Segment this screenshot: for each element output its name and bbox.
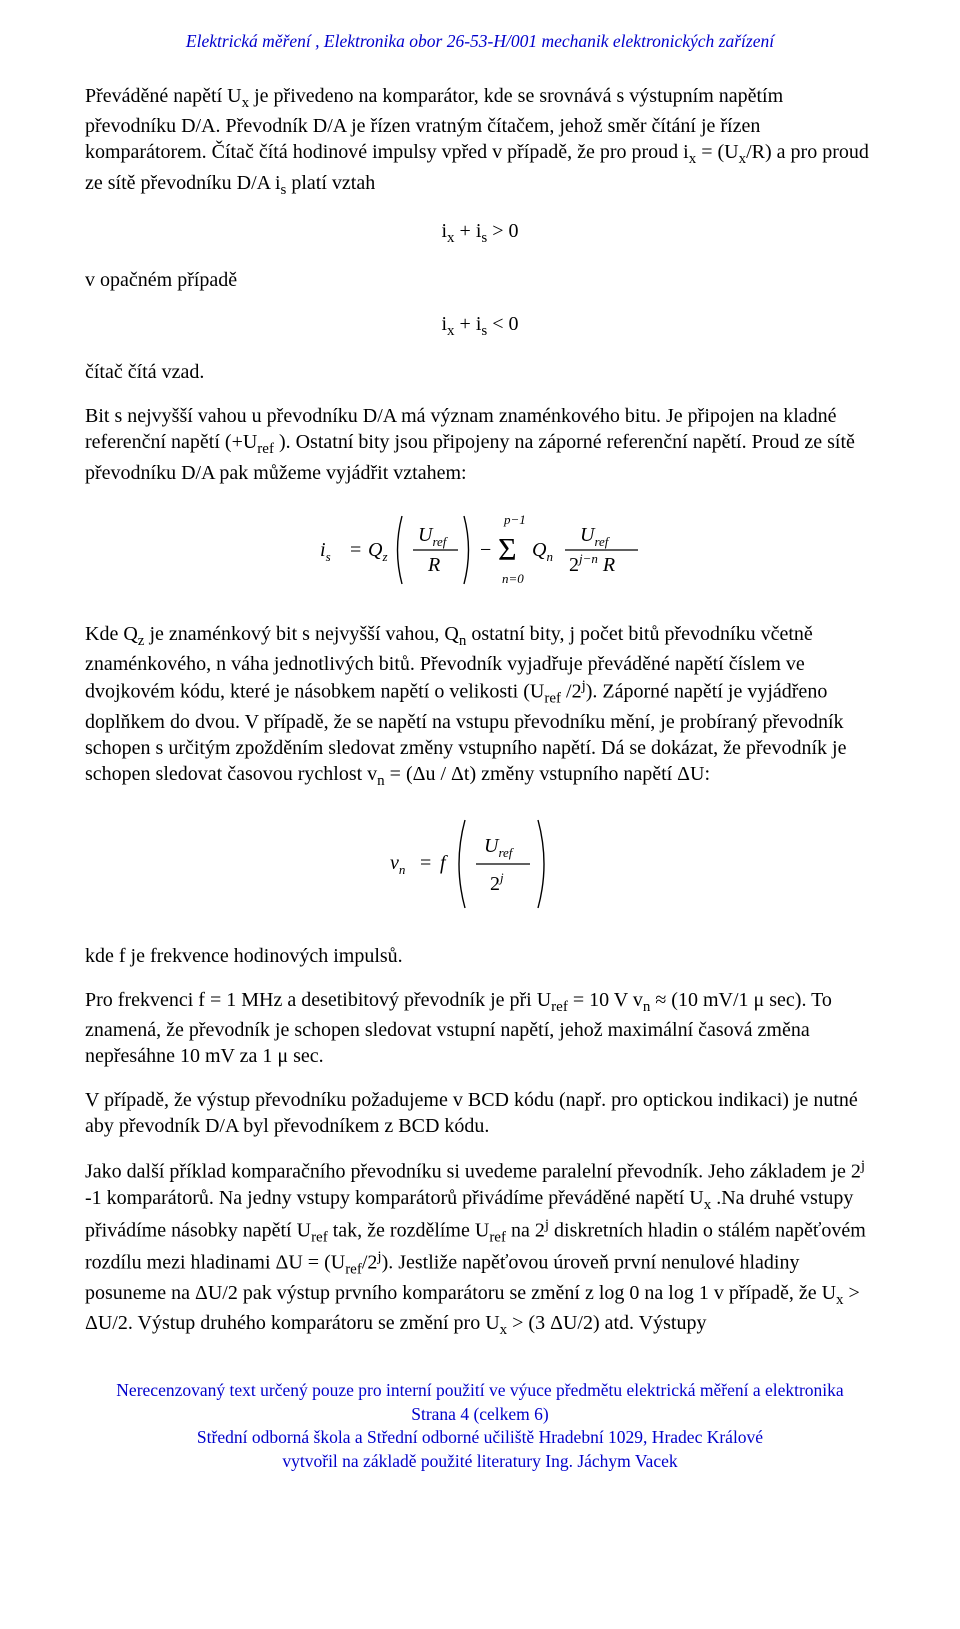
display-formula-2: vn = f Uref 2j (85, 814, 875, 921)
paragraph-9: Jako další příklad komparačního převodní… (85, 1157, 875, 1340)
eq1-minus: − (480, 539, 491, 561)
eq1-lparen (398, 516, 403, 584)
eq1-R1: R (427, 554, 440, 576)
paragraph-8: V případě, že výstup převodníku požaduje… (85, 1087, 875, 1139)
eq1-Uref1: Uref (418, 524, 449, 549)
footer-line-4: vytvořil na základě použité literatury I… (85, 1450, 875, 1474)
eq2-rparen (538, 820, 544, 908)
eq1-sumtop: p−1 (503, 512, 526, 527)
page-header: Elektrická měření , Elektronika obor 26-… (85, 30, 875, 53)
inline-formula-2: ix + is < 0 (85, 311, 875, 342)
paragraph-4: Bit s nejvyšší vahou u převodníku D/A má… (85, 403, 875, 486)
paragraph-1: Převáděné napětí Ux je přivedeno na komp… (85, 83, 875, 201)
eq2-equals: = (420, 852, 431, 874)
eq2-f: f (440, 852, 448, 874)
eq1-Uref2: Uref (580, 524, 611, 549)
footer-line-1: Nerecenzovaný text určený pouze pro inte… (85, 1379, 875, 1403)
eq1-sumbot: n=0 (502, 571, 524, 586)
paragraph-6: kde f je frekvence hodinových impulsů. (85, 943, 875, 969)
eq1-Qz: Qz (368, 539, 388, 564)
eq1-rparen (464, 516, 469, 584)
paragraph-3: čítač čítá vzad. (85, 359, 875, 385)
inline-formula-1: ix + is > 0 (85, 218, 875, 249)
eq1-denom2: 2j−n R (569, 551, 615, 576)
page-footer: Nerecenzovaný text určený pouze pro inte… (85, 1379, 875, 1474)
paragraph-5: Kde Qz je znaménkový bit s nejvyšší vaho… (85, 621, 875, 792)
paragraph-2: v opačném případě (85, 267, 875, 293)
header-text: Elektrická měření , Elektronika obor 26-… (186, 31, 774, 51)
formula-svg-1: is = Qz Uref R − p−1 Σ n=0 Qn Uref 2j−n … (320, 508, 640, 592)
footer-line-2: Strana 4 (celkem 6) (85, 1403, 875, 1427)
paragraph-7: Pro frekvenci f = 1 MHz a desetibitový p… (85, 987, 875, 1070)
eq1-equals: = (350, 539, 361, 561)
eq2-lparen (459, 820, 465, 908)
eq1-lhs: is (320, 539, 331, 564)
formula-svg-2: vn = f Uref 2j (390, 814, 570, 914)
footer-line-3: Střední odborná škola a Střední odborné … (85, 1426, 875, 1450)
eq2-lhs: vn (390, 852, 405, 877)
eq2-denom: 2j (490, 870, 504, 895)
eq1-Qn: Qn (532, 539, 553, 564)
eq2-Uref: Uref (484, 835, 515, 860)
display-formula-1: is = Qz Uref R − p−1 Σ n=0 Qn Uref 2j−n … (85, 508, 875, 599)
eq1-sigma: Σ (498, 531, 517, 567)
